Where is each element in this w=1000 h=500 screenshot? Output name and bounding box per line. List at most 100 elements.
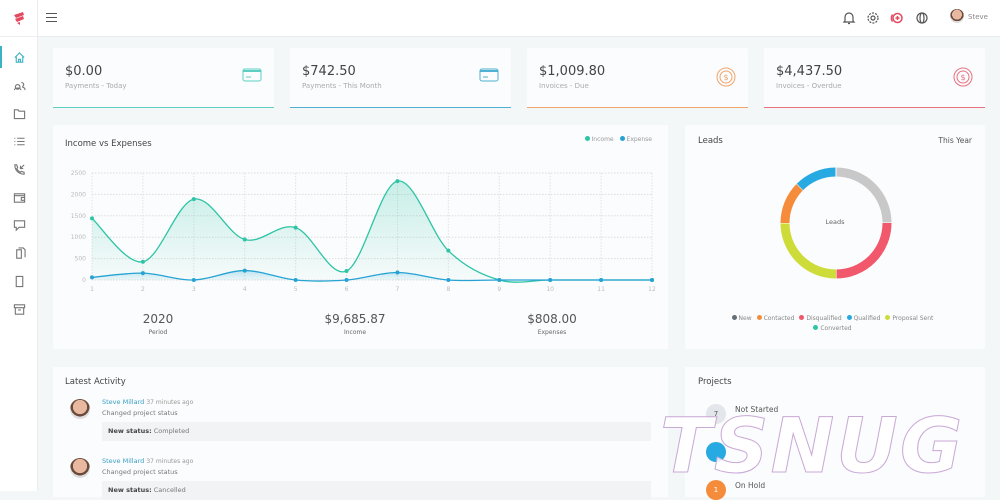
user-name[interactable]: Steve	[968, 13, 988, 21]
stat-card[interactable]: $4,437.50 Invoices - Overdue $	[764, 48, 985, 108]
y-tick-label: 2500	[71, 170, 86, 177]
stat-value: $1,009.80	[539, 64, 606, 79]
leads-period-filter[interactable]: This Year	[938, 136, 972, 145]
activity-time: 37 minutes ago	[146, 399, 194, 406]
data-point[interactable]	[293, 225, 298, 230]
data-point[interactable]	[140, 259, 145, 264]
activity-user-link[interactable]: Steve Millard	[102, 457, 145, 465]
stat-accent-bar	[53, 106, 274, 108]
donut-slice-proposal-sent[interactable]	[780, 222, 837, 279]
legend-new[interactable]: New	[731, 315, 752, 322]
card-title: Projects	[698, 377, 732, 387]
sidebar-item-contacts[interactable]	[0, 72, 38, 98]
folder-icon	[13, 108, 25, 119]
data-point[interactable]	[242, 237, 247, 242]
data-point[interactable]	[446, 248, 451, 253]
income-expenses-card: Income vs Expenses Income Expense 0 500 10…	[53, 125, 668, 349]
summary-label: Expenses	[537, 329, 567, 336]
data-point[interactable]	[242, 268, 247, 273]
data-point[interactable]	[344, 278, 349, 282]
data-point[interactable]	[395, 179, 400, 184]
user-avatar[interactable]	[950, 9, 964, 23]
donut-slice-qualified[interactable]	[796, 167, 837, 191]
project-count-badge: 7	[706, 404, 726, 424]
list-icon	[13, 137, 25, 145]
dollar-coin-icon: $	[953, 67, 973, 91]
stat-value: $742.50	[302, 64, 356, 79]
x-tick-label: 11	[597, 286, 605, 293]
sidebar-item-archive[interactable]	[0, 296, 38, 322]
x-tick-label: 7	[396, 286, 400, 293]
data-point[interactable]	[395, 270, 400, 275]
top-header: Steve	[38, 0, 1000, 37]
stat-value: $4,437.50	[776, 64, 843, 79]
data-point[interactable]	[497, 278, 502, 282]
stat-card[interactable]: $742.50 Payments - This Month	[290, 48, 511, 108]
sidebar-item-phone[interactable]	[0, 156, 38, 182]
series-line-expense	[91, 269, 652, 282]
data-point[interactable]	[650, 278, 654, 282]
legend-expense[interactable]: Expense	[619, 136, 652, 143]
logo[interactable]	[0, 0, 37, 37]
bell-icon[interactable]	[842, 10, 858, 26]
summary-label: Income	[343, 329, 367, 336]
legend-contacted[interactable]: Contacted	[756, 315, 794, 322]
x-tick-label: 4	[243, 286, 247, 293]
stat-card[interactable]: $0.00 Payments - Today	[53, 48, 274, 108]
data-point[interactable]	[191, 278, 196, 282]
data-point[interactable]	[446, 278, 451, 282]
legend-proposal-sent[interactable]: Proposal Sent	[885, 315, 933, 322]
legend-qualified[interactable]: Qualified	[846, 315, 880, 322]
leads-legend: New Contacted Disqualified Qualified Pro…	[710, 314, 960, 334]
series-area-income	[92, 180, 652, 283]
chat-icon	[13, 219, 25, 231]
svg-text:$: $	[960, 73, 965, 82]
documents-icon	[15, 246, 26, 259]
menu-toggle-icon[interactable]	[46, 13, 57, 22]
summary-value: 2020	[142, 312, 174, 326]
sidebar	[0, 0, 38, 491]
globe-icon[interactable]	[915, 10, 931, 26]
y-tick-label: 1500	[71, 213, 86, 220]
add-circle-icon[interactable]	[890, 10, 906, 26]
sidebar-item-home[interactable]	[0, 44, 38, 70]
sidebar-item-tablet[interactable]	[0, 268, 38, 294]
sidebar-item-documents[interactable]	[0, 240, 38, 266]
chart-legend: Income Expense	[584, 136, 652, 143]
data-point[interactable]	[90, 275, 94, 280]
data-point[interactable]	[90, 216, 94, 221]
sidebar-item-folder[interactable]	[0, 100, 38, 126]
data-point[interactable]	[548, 278, 553, 282]
data-point[interactable]	[293, 278, 298, 282]
summary-income: $9,685.87 Income	[290, 312, 420, 336]
summary-period: 2020 Period	[93, 312, 223, 336]
stat-accent-bar	[290, 106, 511, 108]
sidebar-item-list[interactable]	[0, 128, 38, 154]
svg-text:$: $	[723, 73, 728, 82]
card-title: Income vs Expenses	[65, 139, 152, 149]
sidebar-item-wallet[interactable]	[0, 184, 38, 210]
x-tick-label: 3	[192, 286, 196, 293]
donut-slice-disqualified[interactable]	[835, 222, 892, 279]
credit-card-icon	[479, 67, 499, 86]
data-point[interactable]	[140, 271, 145, 276]
donut-slice-contacted[interactable]	[780, 183, 804, 224]
gear-icon[interactable]	[866, 10, 882, 26]
data-point[interactable]	[191, 197, 196, 202]
phone-icon	[13, 163, 25, 175]
donut-slice-new[interactable]	[835, 167, 892, 224]
archive-icon	[13, 303, 25, 315]
projects-card: Projects 7 Not Started 1 On Hold	[685, 367, 985, 500]
activity-user-link[interactable]: Steve Millard	[102, 398, 145, 406]
data-point[interactable]	[599, 278, 604, 282]
contacts-icon	[13, 81, 26, 90]
wallet-icon	[13, 192, 25, 203]
stat-label: Payments - Today	[65, 82, 127, 90]
stat-card[interactable]: $1,009.80 Invoices - Due $	[527, 48, 748, 108]
sidebar-item-chat[interactable]	[0, 212, 38, 238]
data-point[interactable]	[344, 269, 349, 274]
legend-income[interactable]: Income	[584, 136, 614, 143]
legend-disqualified[interactable]: Disqualified	[799, 315, 842, 322]
legend-converted[interactable]: Converted	[813, 325, 852, 332]
